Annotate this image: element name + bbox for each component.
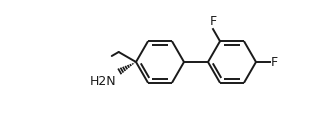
Text: F: F xyxy=(271,55,278,69)
Text: H2N: H2N xyxy=(90,75,117,88)
Text: F: F xyxy=(210,15,216,28)
